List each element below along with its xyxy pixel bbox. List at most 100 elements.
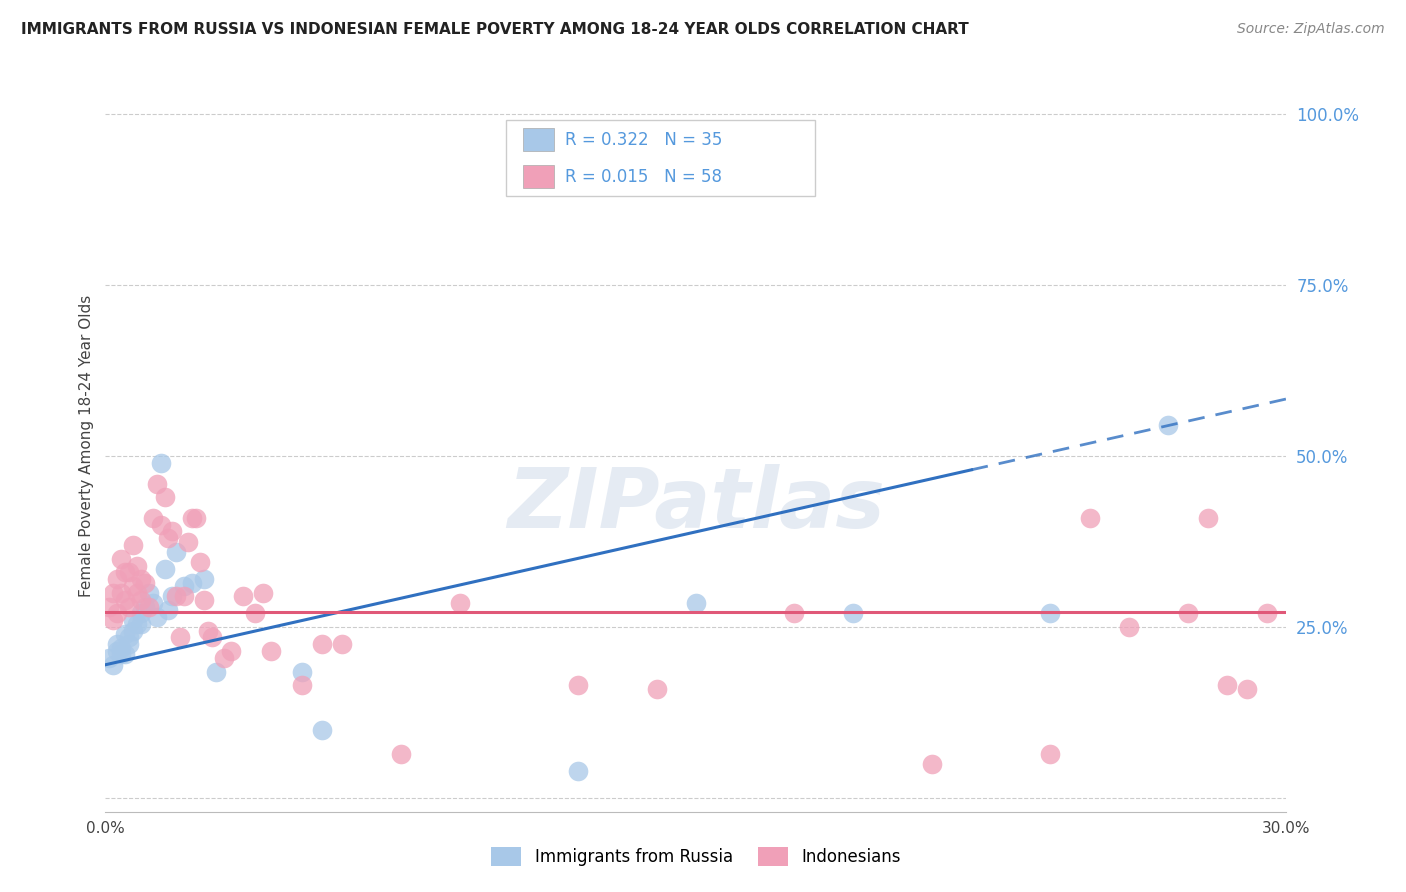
Point xyxy=(110,648,132,662)
Point xyxy=(118,599,141,614)
Point xyxy=(129,572,152,586)
Point xyxy=(243,607,266,621)
Point xyxy=(204,665,226,679)
Point xyxy=(685,596,707,610)
Point xyxy=(1216,678,1239,692)
Text: R = 0.015   N = 58: R = 0.015 N = 58 xyxy=(565,169,723,186)
Point xyxy=(1256,607,1278,621)
Point xyxy=(103,586,125,600)
Point xyxy=(118,631,141,645)
Point xyxy=(149,456,172,470)
Point xyxy=(567,764,589,778)
Point xyxy=(783,607,806,621)
Point xyxy=(114,648,136,662)
Point xyxy=(1236,681,1258,696)
Point xyxy=(193,592,215,607)
Point xyxy=(118,566,141,580)
Point xyxy=(567,678,589,692)
Point xyxy=(125,616,148,631)
Point xyxy=(134,599,156,614)
Point xyxy=(122,538,145,552)
Point xyxy=(201,631,224,645)
Point xyxy=(193,572,215,586)
Point xyxy=(181,510,204,524)
Point xyxy=(1039,747,1062,761)
Point xyxy=(105,637,128,651)
Text: ZIPatlas: ZIPatlas xyxy=(508,464,884,545)
Point xyxy=(114,592,136,607)
Text: R = 0.322   N = 35: R = 0.322 N = 35 xyxy=(565,131,723,149)
Point xyxy=(1197,510,1219,524)
Point xyxy=(129,592,152,607)
Point xyxy=(110,640,132,655)
Point xyxy=(921,756,943,771)
Text: IMMIGRANTS FROM RUSSIA VS INDONESIAN FEMALE POVERTY AMONG 18-24 YEAR OLDS CORREL: IMMIGRANTS FROM RUSSIA VS INDONESIAN FEM… xyxy=(21,22,969,37)
Point xyxy=(232,590,254,604)
Point xyxy=(291,678,314,692)
Point xyxy=(98,651,121,665)
Point xyxy=(153,562,176,576)
Legend: Immigrants from Russia, Indonesians: Immigrants from Russia, Indonesians xyxy=(485,840,907,873)
Point xyxy=(645,681,668,696)
Point xyxy=(1157,418,1180,433)
Point xyxy=(162,590,184,604)
Point xyxy=(129,607,152,621)
Point xyxy=(177,534,200,549)
Point xyxy=(173,590,195,604)
Point xyxy=(330,637,353,651)
Point xyxy=(842,607,865,621)
Y-axis label: Female Poverty Among 18-24 Year Olds: Female Poverty Among 18-24 Year Olds xyxy=(79,295,94,597)
Point xyxy=(134,575,156,590)
Point xyxy=(98,599,121,614)
Point xyxy=(122,613,145,627)
Point xyxy=(122,579,145,593)
Point xyxy=(1078,510,1101,524)
Text: Source: ZipAtlas.com: Source: ZipAtlas.com xyxy=(1237,22,1385,37)
Point xyxy=(103,613,125,627)
Point xyxy=(173,579,195,593)
Point xyxy=(311,637,333,651)
Point xyxy=(153,490,176,504)
Point xyxy=(145,476,167,491)
Point xyxy=(260,644,283,658)
Point xyxy=(169,631,191,645)
Point xyxy=(105,572,128,586)
Point xyxy=(184,510,207,524)
Point xyxy=(142,596,165,610)
Point xyxy=(122,624,145,638)
Point xyxy=(149,517,172,532)
Point xyxy=(1118,620,1140,634)
Point xyxy=(311,723,333,737)
Point xyxy=(221,644,243,658)
Point xyxy=(449,596,471,610)
Point xyxy=(165,590,187,604)
Point xyxy=(162,524,184,539)
Point xyxy=(252,586,274,600)
Point xyxy=(181,575,204,590)
Point xyxy=(389,747,412,761)
Point xyxy=(145,610,167,624)
Point xyxy=(114,566,136,580)
Point xyxy=(105,607,128,621)
Point xyxy=(138,586,160,600)
Point xyxy=(157,531,180,545)
Point xyxy=(118,637,141,651)
Point xyxy=(142,510,165,524)
Point xyxy=(188,555,211,569)
Point xyxy=(103,657,125,672)
Point xyxy=(1039,607,1062,621)
Point xyxy=(1177,607,1199,621)
Point xyxy=(157,603,180,617)
Point xyxy=(129,616,152,631)
Point xyxy=(197,624,219,638)
Point xyxy=(291,665,314,679)
Point xyxy=(110,551,132,566)
Point xyxy=(125,558,148,573)
Point xyxy=(125,586,148,600)
Point xyxy=(165,545,187,559)
Point xyxy=(138,599,160,614)
Point xyxy=(212,651,235,665)
Point xyxy=(114,627,136,641)
Point xyxy=(110,586,132,600)
Point xyxy=(105,644,128,658)
